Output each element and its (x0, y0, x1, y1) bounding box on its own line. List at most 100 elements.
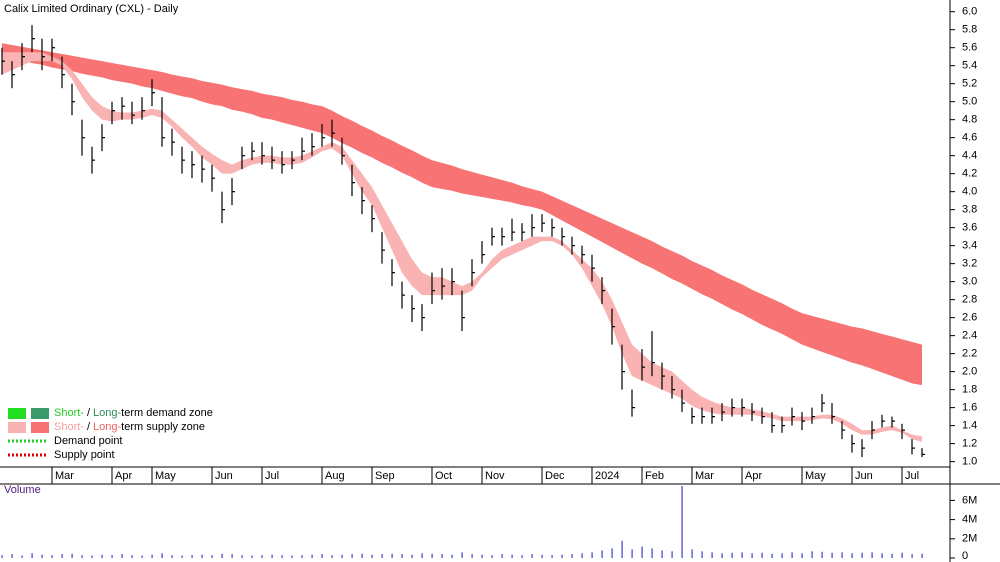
volume-bar (791, 552, 793, 558)
volume-bar (801, 553, 803, 558)
volume-bar (541, 554, 543, 558)
legend-part: term demand zone (121, 407, 213, 419)
volume-bar (231, 554, 233, 558)
volume-bar (771, 553, 773, 558)
volume-bar (191, 555, 193, 558)
x-tick-label: May (155, 470, 176, 482)
legend-part: Long- (93, 407, 121, 419)
volume-bar (691, 549, 693, 558)
y-tick-label: 3.6 (962, 222, 977, 234)
legend-part: Short- (54, 421, 84, 433)
legend-part: / (87, 421, 91, 433)
legend-part: / (87, 407, 91, 419)
volume-bar (901, 552, 903, 558)
x-tick-label: Sep (375, 470, 395, 482)
legend-part: Demand point (54, 435, 123, 447)
y-tick-label: 5.6 (962, 42, 977, 54)
volume-bar (271, 554, 273, 558)
volume-bar (171, 555, 173, 558)
y-tick-label: 2.2 (962, 348, 977, 360)
x-tick-label: Aug (325, 470, 345, 482)
volume-bar (721, 553, 723, 558)
y-tick-label: 4.8 (962, 114, 977, 126)
volume-bar (61, 554, 63, 558)
volume-bar (761, 552, 763, 558)
volume-bar (261, 555, 263, 558)
legend-swatch (31, 422, 49, 433)
legend-swatch (8, 408, 26, 419)
volume-bar (641, 546, 643, 558)
volume-bar (861, 552, 863, 558)
y-tick-label: 1.2 (962, 438, 977, 450)
x-tick-label: Dec (545, 470, 565, 482)
volume-bar (841, 552, 843, 558)
y-tick-label: 3.0 (962, 276, 977, 288)
chart-title: Calix Limited Ordinary (CXL) - Daily (4, 3, 179, 15)
volume-bar (341, 554, 343, 558)
volume-bar (121, 554, 123, 558)
volume-bar (91, 555, 93, 558)
volume-bar (831, 552, 833, 558)
volume-bar (391, 553, 393, 558)
volume-bar (851, 553, 853, 558)
legend-part: term supply zone (121, 421, 205, 433)
volume-bar (161, 553, 163, 558)
volume-bar (781, 553, 783, 558)
volume-bar (301, 555, 303, 558)
volume-bar (281, 555, 283, 558)
volume-bar (671, 551, 673, 558)
x-tick-label: 2024 (595, 470, 619, 482)
x-tick-label: Mar (55, 470, 74, 482)
y-tick-label: 4.4 (962, 150, 977, 162)
volume-bar (651, 548, 653, 558)
volume-bar (481, 554, 483, 558)
volume-bar (751, 553, 753, 558)
volume-bar (811, 551, 813, 558)
x-tick-label: Oct (435, 470, 452, 482)
volume-tick-label: 2M (962, 533, 977, 545)
volume-bar (471, 554, 473, 558)
volume-bar (451, 554, 453, 558)
y-tick-label: 2.0 (962, 366, 977, 378)
volume-bar (51, 555, 53, 558)
volume-bar (21, 555, 23, 558)
legend-text: Demand point (54, 435, 123, 447)
volume-tick-label: 0 (962, 550, 968, 562)
volume-bar (361, 553, 363, 558)
x-tick-label: Feb (645, 470, 664, 482)
volume-bar (71, 553, 73, 558)
volume-bar (331, 555, 333, 558)
volume-bar (411, 554, 413, 558)
volume-bar (401, 554, 403, 558)
volume-bar (511, 554, 513, 558)
x-tick-label: May (805, 470, 826, 482)
y-tick-label: 4.0 (962, 186, 977, 198)
y-tick-label: 3.4 (962, 240, 977, 252)
volume-bar (431, 553, 433, 558)
volume-bar (31, 553, 33, 558)
y-tick-label: 3.8 (962, 204, 977, 216)
volume-bar (871, 552, 873, 558)
volume-bar (421, 553, 423, 558)
volume-bar (631, 549, 633, 558)
volume-tick-label: 6M (962, 494, 977, 506)
y-tick-label: 2.6 (962, 312, 977, 324)
volume-bar (661, 550, 663, 558)
y-tick-label: 5.2 (962, 78, 977, 90)
volume-bar (321, 554, 323, 558)
y-tick-label: 5.0 (962, 96, 977, 108)
legend-text: Short- / Long-term supply zone (54, 421, 205, 433)
legend-swatch (8, 422, 26, 433)
y-tick-label: 2.4 (962, 330, 977, 342)
volume-bar (201, 554, 203, 558)
x-tick-label: Nov (485, 470, 505, 482)
y-tick-label: 5.4 (962, 60, 977, 72)
volume-bar (251, 555, 253, 558)
legend-part: Long- (93, 421, 121, 433)
x-tick-label: Apr (745, 470, 762, 482)
volume-bar (911, 554, 913, 558)
y-tick-label: 4.6 (962, 132, 977, 144)
legend-text: Short- / Long-term demand zone (54, 407, 213, 419)
volume-bar (501, 554, 503, 558)
